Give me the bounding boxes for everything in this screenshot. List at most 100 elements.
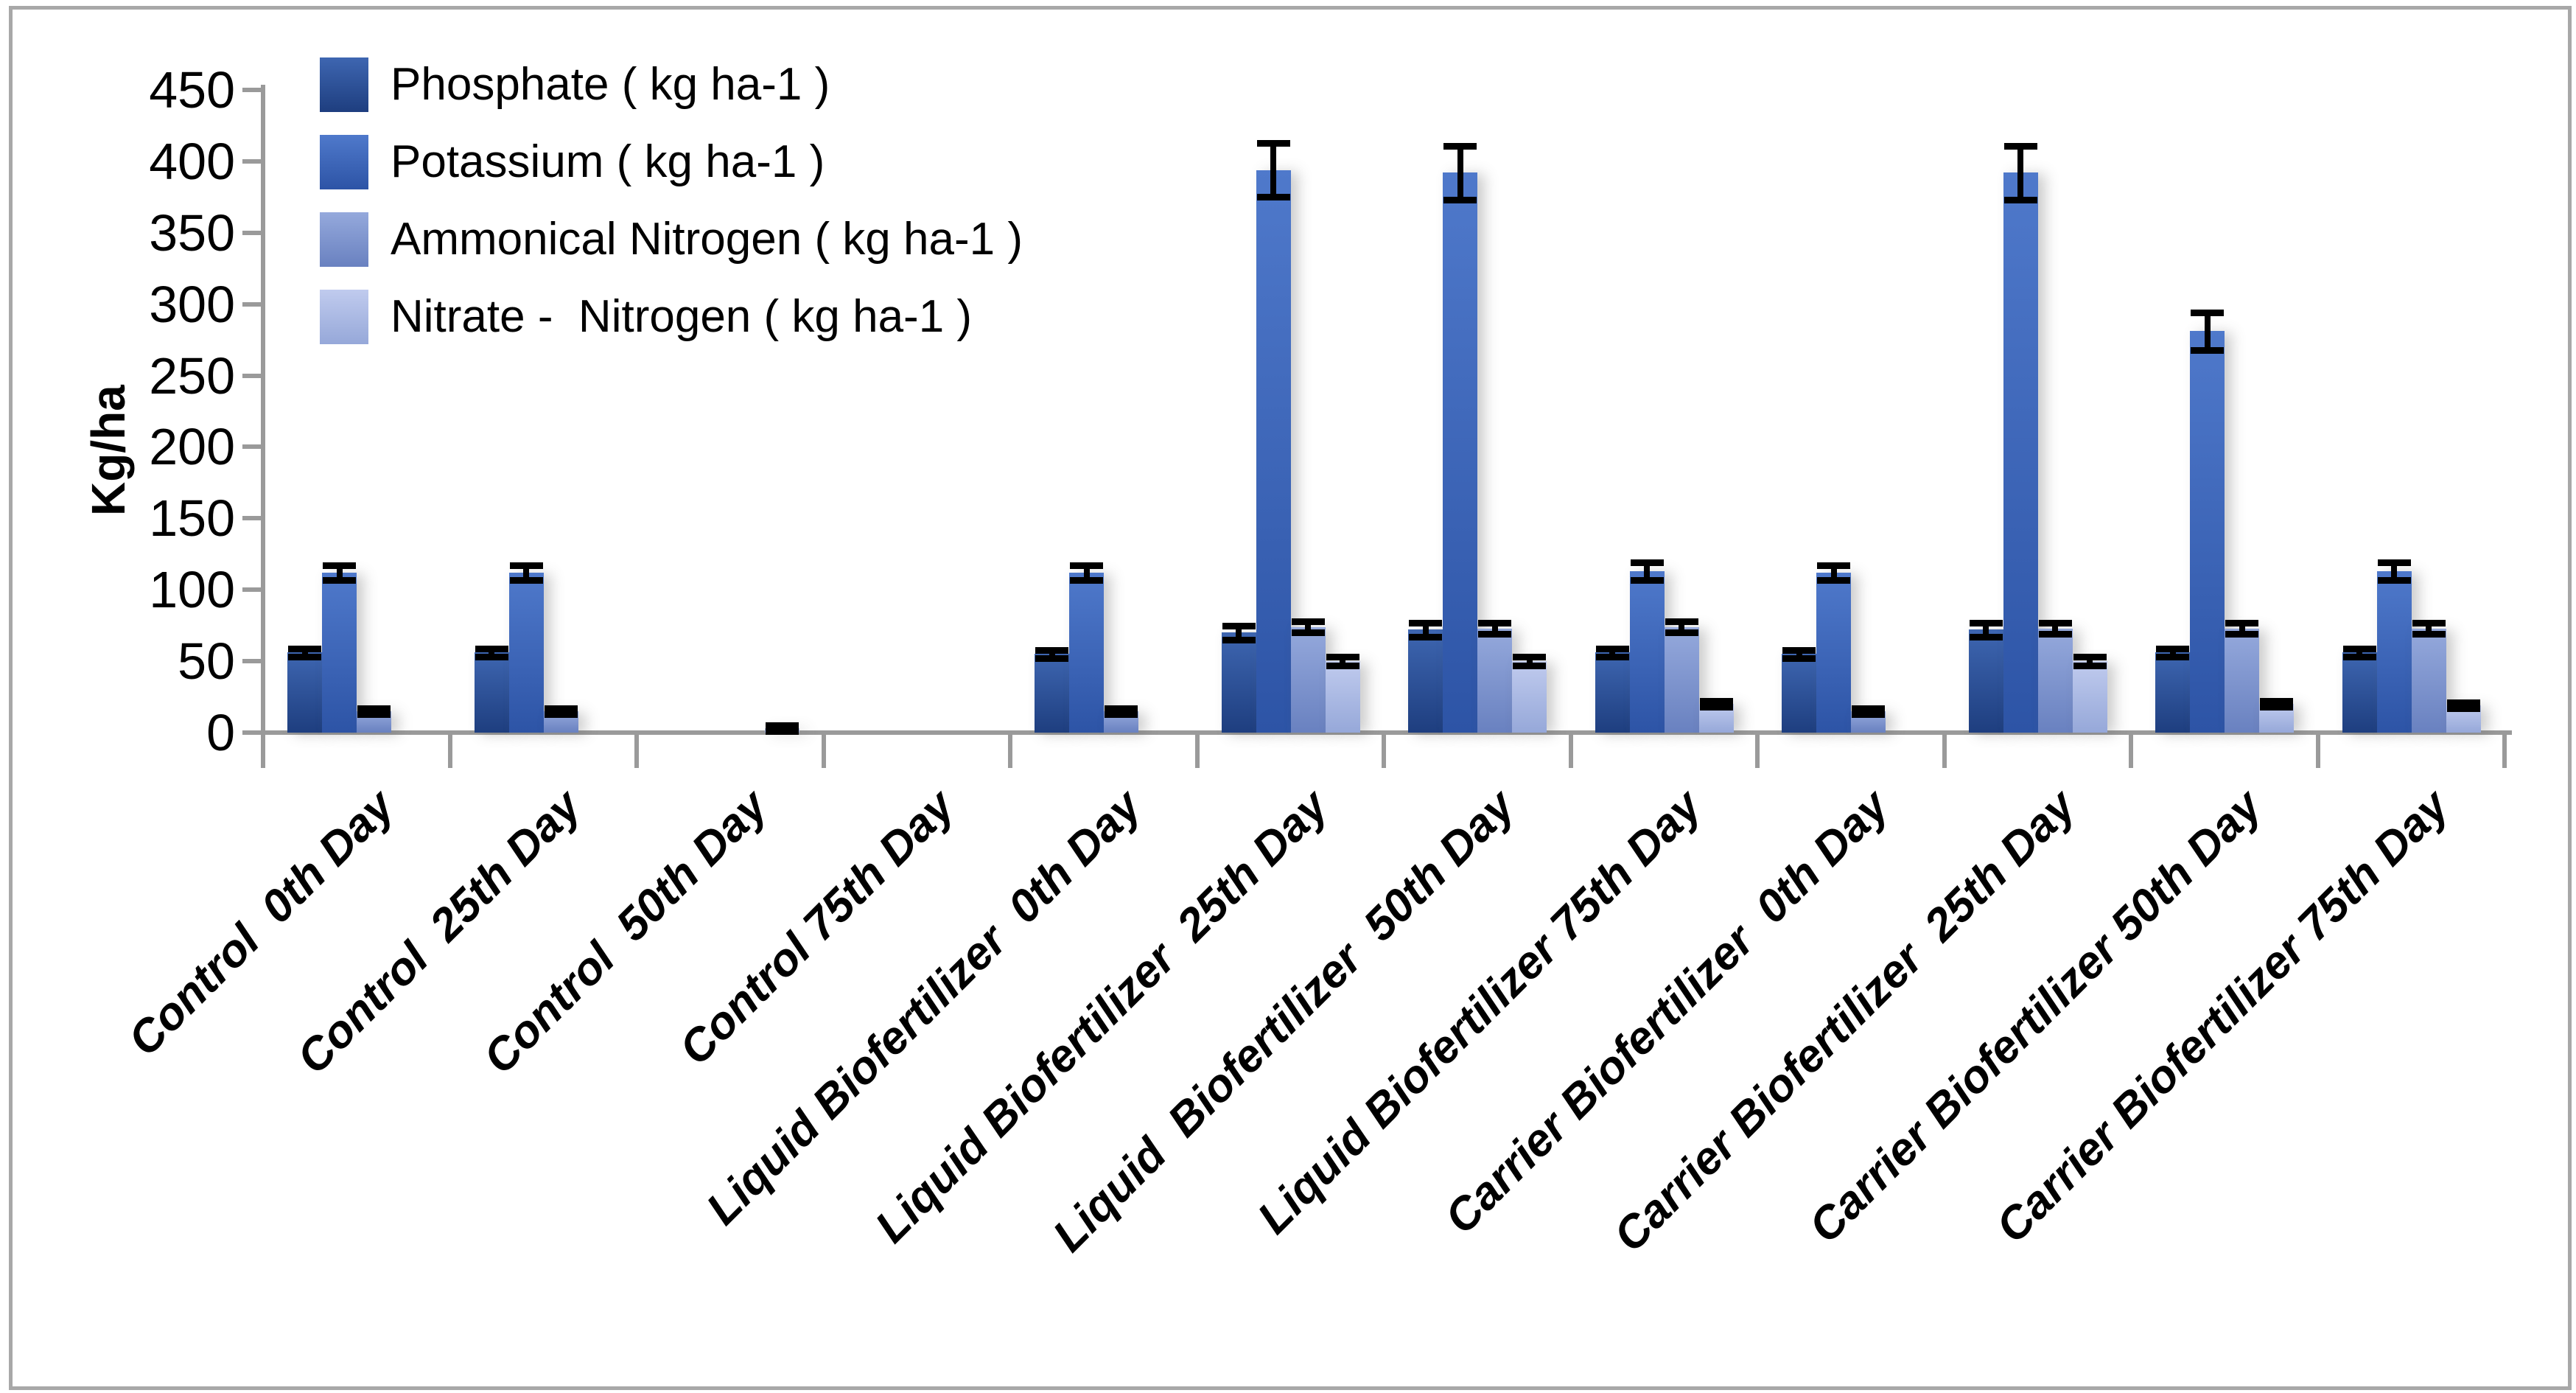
error-bar-line (2356, 648, 2362, 657)
error-bar-line (523, 565, 529, 580)
error-bar-cap-bottom (2191, 346, 2224, 354)
x-axis-tick (447, 733, 452, 768)
error-bar-line (2391, 562, 2397, 580)
error-bar-cap-bottom (2003, 197, 2037, 204)
error-bar-cap-top (1291, 618, 1325, 625)
error-bar-cap-bottom (1595, 654, 1629, 661)
legend-label: Phosphate ( kg ha-1 ) (391, 59, 830, 110)
bar-series1-cat7 (1408, 629, 1443, 733)
error-bar-cap-top (1513, 654, 1546, 661)
bar-series3-cat7 (1477, 628, 1512, 733)
error-bar-cap-top (1443, 142, 1477, 150)
bar-series2-cat9 (1816, 572, 1851, 733)
x-axis-tick (1755, 733, 1760, 768)
error-bar-line (336, 565, 343, 580)
error-bar-line (2204, 313, 2211, 350)
bar-series2-cat5 (1069, 572, 1104, 733)
bar-series1-cat9 (1782, 654, 1816, 733)
error-bar-cap-bottom (2446, 705, 2480, 713)
x-axis-line (261, 730, 2512, 735)
y-tick-label: 100 (149, 561, 235, 619)
bar-series4-cat10 (2072, 661, 2107, 733)
x-axis-tick (1568, 733, 1573, 768)
error-bar-line (1049, 649, 1055, 659)
error-bar-cap-top (1630, 559, 1664, 567)
y-axis-tick (242, 158, 263, 164)
bar-series2-cat7 (1443, 172, 1477, 733)
error-bar-cap-top (509, 562, 543, 570)
error-bar-line (1644, 562, 1650, 580)
error-bar-cap-top (323, 562, 356, 570)
y-axis-tick (242, 587, 263, 593)
error-bar-cap-top (2342, 645, 2376, 652)
legend-swatch-icon (320, 290, 368, 344)
error-bar-cap-bottom (2073, 662, 2107, 669)
error-bar-line (1679, 621, 1684, 633)
error-bar-cap-top (2073, 654, 2107, 661)
y-axis-tick (242, 301, 263, 307)
error-bar-cap-bottom (2156, 654, 2189, 661)
error-bar-cap-top (544, 705, 578, 713)
bar-series2-cat11 (2190, 331, 2225, 733)
bar-series1-cat6 (1221, 632, 1256, 733)
legend-label: Nitrate - Nitrogen ( kg ha-1 ) (391, 291, 973, 342)
y-axis-line (261, 85, 265, 768)
error-bar-line (1422, 622, 1429, 638)
error-bar-cap-top (1035, 646, 1068, 654)
error-bar-cap-top (1852, 705, 1885, 713)
y-tick-label: 200 (149, 418, 235, 476)
y-tick-label: 450 (149, 61, 235, 119)
error-bar-cap-bottom (1630, 576, 1664, 584)
y-tick-label: 50 (178, 632, 235, 691)
error-bar-cap-top (357, 705, 391, 713)
y-tick-label: 0 (206, 704, 235, 761)
error-bar-cap-bottom (288, 654, 321, 661)
bar-series3-cat11 (2225, 628, 2259, 733)
bar-series1-cat11 (2155, 652, 2190, 733)
error-bar-cap-bottom (2377, 576, 2411, 584)
error-bar-cap-top (475, 645, 508, 652)
error-bar-cap-bottom (544, 711, 578, 718)
error-bar-cap-top (1478, 619, 1511, 626)
x-axis-tick (1382, 733, 1386, 768)
error-bar-cap-bottom (2260, 704, 2293, 711)
error-bar-cap-top (2225, 619, 2258, 626)
bar-series1-cat10 (1968, 629, 2003, 733)
error-bar-cap-top (2038, 619, 2072, 626)
y-axis-tick (242, 659, 263, 664)
error-bar-cap-bottom (1513, 662, 1546, 669)
error-bar-cap-bottom (1035, 655, 1068, 663)
error-bar-line (1491, 622, 1498, 635)
x-axis-tick (1008, 733, 1012, 768)
bar-series2-cat12 (2376, 571, 2412, 733)
y-axis-tick (242, 230, 263, 235)
y-tick-label: 150 (149, 489, 235, 548)
bar-series3-cat12 (2411, 628, 2446, 733)
x-axis-tick (2315, 733, 2320, 768)
error-bar-cap-bottom (1222, 637, 1256, 644)
error-bar-cap-top (2446, 699, 2480, 707)
bar-series4-cat6 (1325, 661, 1360, 733)
error-bar-line (1340, 657, 1345, 666)
legend-swatch-icon (320, 57, 368, 112)
error-bar-cap-top (2003, 142, 2037, 150)
error-bar-cap-top (1595, 645, 1629, 652)
error-bar-cap-top (1256, 139, 1290, 147)
error-bar-line (2239, 622, 2245, 635)
error-bar-cap-bottom (1665, 629, 1698, 637)
error-bar-cap-top (1409, 619, 1442, 626)
error-bar-cap-top (1326, 654, 1359, 661)
error-bar-cap-bottom (1478, 631, 1511, 638)
error-bar-line (2017, 145, 2023, 200)
legend-swatch-icon (320, 135, 368, 189)
error-bar-cap-bottom (1291, 629, 1325, 637)
error-bar-cap-bottom (1409, 634, 1442, 641)
y-tick-label: 350 (149, 203, 235, 262)
error-bar-cap-bottom (1326, 662, 1359, 669)
x-axis-tick (2129, 733, 2133, 768)
error-bar-line (301, 648, 308, 657)
x-axis-tick (634, 733, 639, 768)
error-bar-line (1457, 145, 1463, 200)
error-bar-cap-top (2156, 645, 2189, 652)
error-bar-line (1236, 625, 1242, 640)
